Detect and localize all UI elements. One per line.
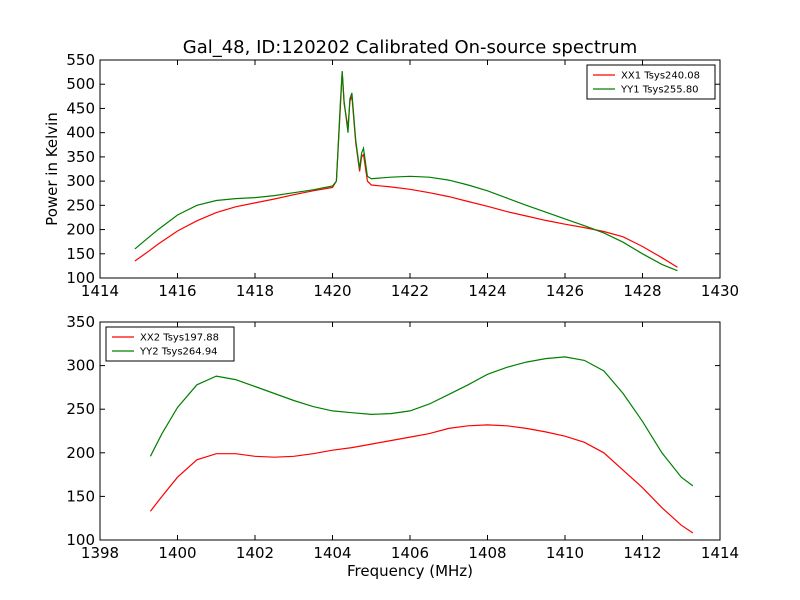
x-tick-label: 1428 (623, 282, 661, 300)
x-tick-label: 1416 (158, 282, 196, 300)
y-axis-label: Power in Kelvin (43, 112, 61, 226)
legend-box (586, 64, 716, 100)
y-tick-label: 350 (66, 313, 95, 331)
x-tick-label: 1400 (158, 544, 196, 562)
y-tick-label: 350 (66, 148, 95, 166)
x-tick-label: 1414 (701, 544, 739, 562)
y-tick-label: 500 (66, 75, 95, 93)
x-tick-label: 1426 (546, 282, 584, 300)
chart-title: Gal_48, ID:120202 Calibrated On-source s… (183, 37, 637, 58)
y-tick-label: 250 (66, 400, 95, 418)
x-tick-label: 1406 (391, 544, 429, 562)
y-tick-label: 450 (66, 99, 95, 117)
legend-label: XX1 Tsys240.08 (621, 71, 700, 82)
series-line-1-0 (149, 424, 694, 534)
y-tick-label: 200 (66, 444, 95, 462)
x-tick-label: 1398 (81, 544, 119, 562)
y-tick-label: 100 (66, 531, 95, 549)
legend-label: XX2 Tsys197.88 (140, 333, 219, 344)
top-chart: 1414 1416 1418 1420 1422 1424 1426 1428 1430 100 1… (43, 37, 739, 300)
y-tick-label: 150 (66, 487, 95, 505)
legend: XX1 Tsys240.08 YY1 Tsys255.80 (586, 64, 716, 100)
y-tick-label: 250 (66, 196, 95, 214)
x-tick-label: 1408 (468, 544, 506, 562)
x-tick-label: 1424 (468, 282, 506, 300)
x-tick-label: 1422 (391, 282, 429, 300)
y-tick-label: 400 (66, 124, 95, 142)
legend: XX2 Tsys197.88 YY2 Tsys264.94 (105, 326, 235, 362)
y-tick-label: 300 (66, 172, 95, 190)
series-line-0-0 (134, 72, 678, 268)
series-line-0-1 (134, 71, 678, 272)
bottom-chart: 1398 1400 1402 1404 1406 1408 1410 1412 1414 100 1… (66, 313, 739, 580)
x-tick-label: 1420 (313, 282, 351, 300)
x-tick-label: 1414 (81, 282, 119, 300)
y-tick-label: 200 (66, 221, 95, 239)
x-tick-label: 1402 (236, 544, 274, 562)
y-tick-label: 150 (66, 245, 95, 263)
x-tick-label: 1404 (313, 544, 351, 562)
y-tick-label: 300 (66, 357, 95, 375)
series-line-1-1 (149, 356, 694, 487)
legend-box (105, 326, 235, 362)
y-tick-label: 100 (66, 269, 95, 287)
x-tick-label: 1412 (623, 544, 661, 562)
x-axis-label: Frequency (MHz) (347, 562, 473, 580)
x-tick-label: 1410 (546, 544, 584, 562)
y-tick-label: 550 (66, 51, 95, 69)
legend-label: YY2 Tsys264.94 (139, 347, 218, 358)
x-tick-label: 1418 (236, 282, 274, 300)
x-tick-label: 1430 (701, 282, 739, 300)
legend-label: YY1 Tsys255.80 (620, 85, 699, 96)
